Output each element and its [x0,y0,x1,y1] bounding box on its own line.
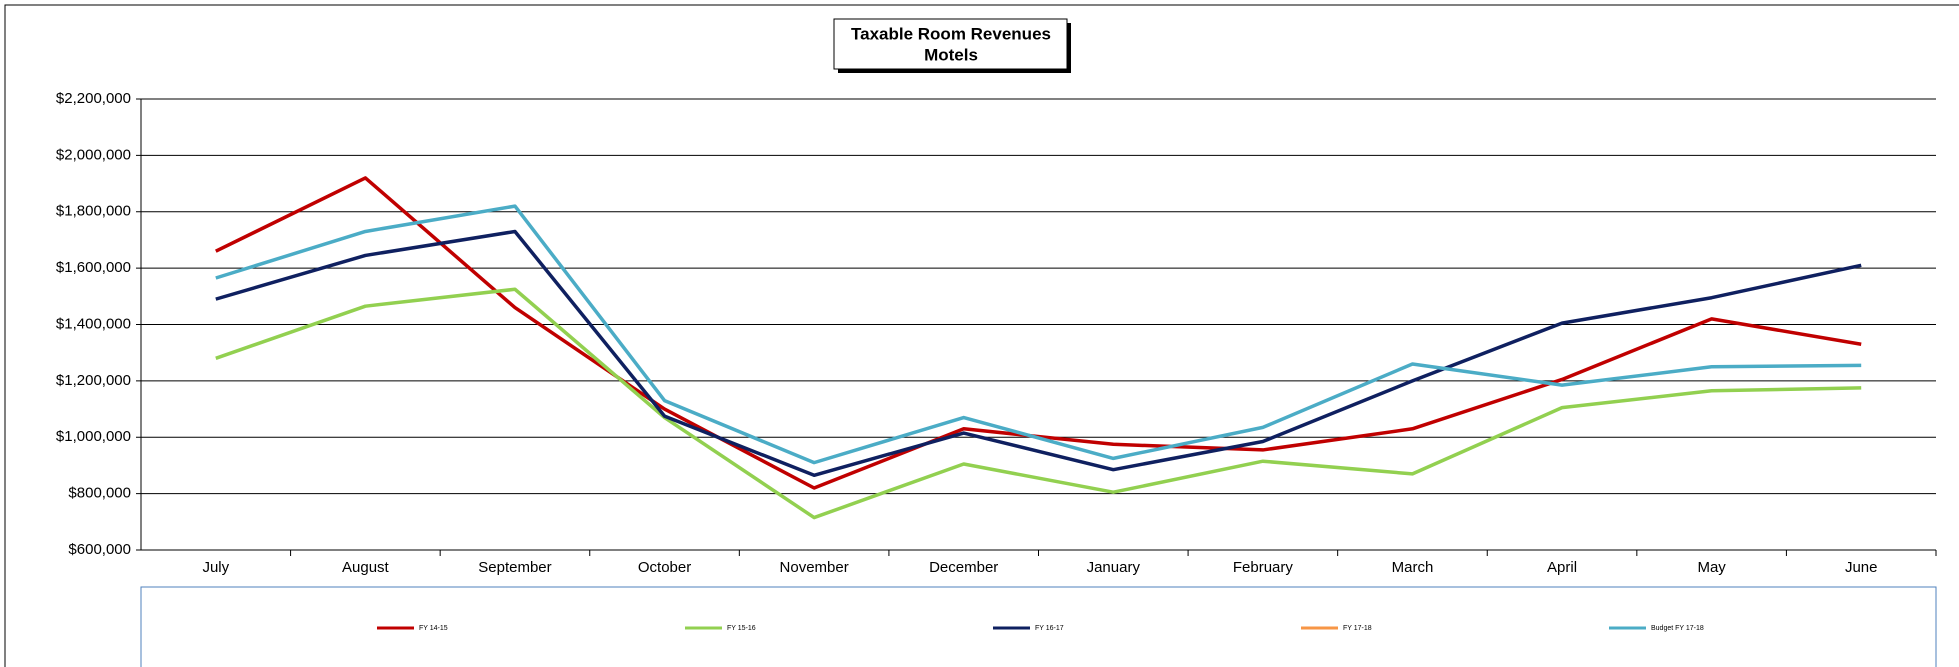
x-tick-label: July [202,559,229,576]
y-tick-label: $1,200,000 [56,372,131,389]
x-tick-label: September [478,559,551,576]
x-tick-label: May [1697,559,1726,576]
x-tick-label: March [1392,559,1434,576]
y-tick-label: $600,000 [68,541,131,558]
series-line [215,204,1862,465]
x-tick-label: November [780,559,849,576]
x-tick-label: June [1845,559,1878,576]
legend-label: FY 16-17 [1035,625,1064,632]
legend-label: Budget FY 17-18 [1651,625,1704,632]
title-box [833,18,1068,70]
chart-subtitle: Motels [924,45,978,64]
y-tick-label: $1,400,000 [56,315,131,332]
series-line [215,229,1862,478]
chart-title: Taxable Room Revenues [851,24,1051,43]
x-tick-label: April [1547,559,1577,576]
series-line [215,287,1862,520]
y-tick-label: $2,000,000 [56,146,131,163]
y-tick-label: $1,600,000 [56,259,131,276]
y-tick-label: $800,000 [68,485,131,502]
x-tick-label: October [638,559,691,576]
series-line [215,176,1862,490]
x-tick-label: February [1233,559,1294,576]
chart-border [4,4,1959,667]
x-tick-label: January [1087,559,1141,576]
legend-label: FY 17-18 [1343,625,1372,632]
y-tick-label: $1,800,000 [56,203,131,220]
y-tick-label: $1,000,000 [56,428,131,445]
x-tick-label: December [929,559,998,576]
y-tick-label: $2,200,000 [56,90,131,107]
x-tick-label: August [342,559,390,576]
legend-label: FY 15-16 [727,625,756,632]
legend-label: FY 14-15 [419,625,448,632]
